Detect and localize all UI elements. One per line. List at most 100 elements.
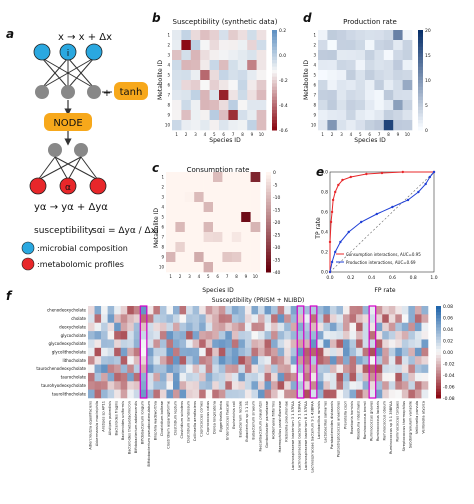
heatmap-cell bbox=[173, 314, 180, 324]
heatmap-cell bbox=[219, 100, 229, 111]
heatmap-cell bbox=[375, 381, 383, 390]
heatmap-cell bbox=[256, 40, 267, 51]
heatmap-cell bbox=[237, 60, 248, 71]
heatmap-cell bbox=[395, 339, 403, 349]
heatmap-cell bbox=[218, 339, 226, 349]
heatmap-cell bbox=[362, 322, 370, 332]
heatmap-cell bbox=[166, 262, 176, 273]
heatmap-cell bbox=[146, 372, 154, 382]
heatmap-cell bbox=[140, 322, 148, 332]
heatmap-cell bbox=[199, 381, 206, 390]
heatmap-cell bbox=[179, 347, 187, 357]
heatmap-cell bbox=[114, 381, 121, 390]
heatmap-cell bbox=[184, 172, 195, 183]
x-tick-label: 10 bbox=[405, 132, 411, 137]
heatmap-cell bbox=[336, 347, 344, 357]
colorbar-segment bbox=[418, 123, 423, 128]
y-tick-label: 4 bbox=[167, 63, 170, 68]
colorbar-segment bbox=[272, 93, 277, 98]
heatmap-cell bbox=[101, 314, 108, 324]
heatmap-cell bbox=[237, 120, 248, 131]
heatmap-cell bbox=[107, 364, 115, 374]
heatmap-cell bbox=[231, 182, 242, 193]
heatmap-cell bbox=[107, 322, 115, 332]
heatmap-cell bbox=[383, 60, 394, 71]
heatmap-cell bbox=[318, 40, 328, 51]
colorbar-tick: -0.02 bbox=[443, 362, 455, 368]
y-tick-label: 2 bbox=[161, 185, 164, 190]
heatmap-cell bbox=[146, 331, 154, 340]
heatmap-cell bbox=[173, 331, 180, 340]
y-tick-label: 8 bbox=[313, 103, 316, 108]
heatmap-cell bbox=[146, 306, 154, 315]
heatmap-cell bbox=[127, 339, 135, 349]
heatmap-cell bbox=[277, 347, 285, 357]
roc-point bbox=[347, 230, 350, 234]
heatmap-cell bbox=[395, 314, 403, 324]
heatmap-cell bbox=[166, 364, 174, 374]
heatmap-cell bbox=[192, 322, 200, 332]
heatmap-cell bbox=[159, 364, 167, 374]
heatmap-cell bbox=[88, 331, 95, 340]
heatmap-cell bbox=[127, 389, 135, 399]
heatmap-cell bbox=[237, 40, 248, 51]
heatmap-cell bbox=[200, 50, 210, 61]
roc-point bbox=[337, 183, 340, 187]
heatmap-cell bbox=[421, 364, 429, 374]
colorbar-segment bbox=[436, 358, 441, 362]
heatmap-cell bbox=[388, 347, 396, 357]
heatmap-cell bbox=[114, 356, 121, 365]
heatmap-cell bbox=[303, 322, 311, 332]
heatmap-cell bbox=[349, 347, 357, 357]
heatmap-cell bbox=[303, 389, 311, 399]
colorbar-segment bbox=[272, 33, 277, 38]
heatmap-cell bbox=[250, 222, 261, 233]
y-tick-label: 10 bbox=[311, 123, 317, 128]
colorbar-tick: -5 bbox=[273, 183, 278, 189]
heatmap-cell bbox=[184, 212, 195, 223]
roc-plot: 0.0 0.2 0.4 0.6 0.8 1.0 0.0 0.2 0.4 0.6 0.8 1.0 Cons… bbox=[321, 170, 438, 282]
heatmap-cell bbox=[237, 100, 248, 111]
heatmap-cell bbox=[231, 339, 239, 349]
heatmap-cell bbox=[241, 252, 251, 263]
heatmap-cell bbox=[238, 322, 246, 332]
heatmap-cell bbox=[159, 306, 167, 315]
heatmap-cell bbox=[200, 40, 210, 51]
heatmap-cell bbox=[153, 381, 161, 390]
heatmap-cell bbox=[153, 339, 161, 349]
heatmap-cell bbox=[327, 70, 338, 81]
heatmap-cell bbox=[247, 120, 257, 131]
colorbar-segment bbox=[418, 116, 423, 121]
heatmap-cell bbox=[184, 232, 195, 243]
heatmap-cell bbox=[271, 356, 278, 365]
colorbar-segment bbox=[266, 235, 271, 240]
heatmap-cell bbox=[365, 90, 375, 101]
heatmap-cell bbox=[349, 356, 357, 365]
heatmap-cell bbox=[244, 322, 252, 332]
species-label: Clostridium bolteae bbox=[160, 400, 164, 436]
heatmap-cell bbox=[251, 339, 259, 349]
heatmap-cell bbox=[310, 364, 318, 374]
heatmap-cell bbox=[184, 222, 195, 233]
heatmap-cell bbox=[205, 364, 213, 374]
heatmap-cell bbox=[175, 262, 186, 273]
heatmap-cell bbox=[94, 306, 102, 315]
heatmap-cell bbox=[228, 100, 239, 111]
roc-point bbox=[339, 240, 342, 244]
heatmap-cell bbox=[212, 356, 220, 365]
heatmap-cell bbox=[244, 372, 252, 382]
heatmap-cell bbox=[225, 314, 233, 324]
diagonal-line bbox=[329, 171, 435, 273]
heatmap-cell bbox=[173, 381, 180, 390]
heatmap-cell bbox=[244, 381, 252, 390]
heatmap-cell bbox=[316, 331, 324, 340]
heatmap-cell bbox=[271, 339, 278, 349]
heatmap-cell bbox=[251, 322, 259, 332]
metabolite-label: taurocholate bbox=[61, 375, 87, 380]
colorbar-segment bbox=[418, 66, 423, 71]
heatmap-cell bbox=[374, 30, 385, 41]
species-label: Klebsiella pneumoniae bbox=[284, 400, 288, 441]
heatmap-cell bbox=[120, 306, 128, 315]
heatmap-cell bbox=[336, 70, 347, 81]
heatmap-cell bbox=[343, 322, 350, 332]
